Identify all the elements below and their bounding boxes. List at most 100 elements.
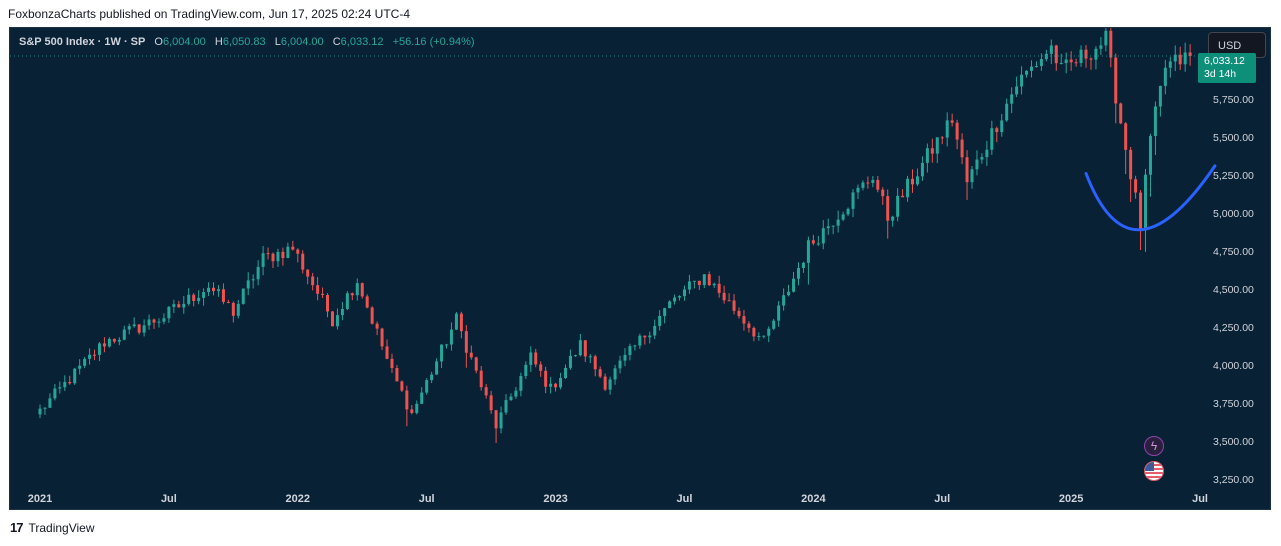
candle-body bbox=[727, 300, 731, 302]
candle-body bbox=[291, 246, 295, 250]
candle-body bbox=[1010, 94, 1014, 104]
y-tick-label: 5,250.00 bbox=[1213, 170, 1254, 182]
candle-body bbox=[866, 182, 870, 184]
candle-body bbox=[796, 268, 800, 279]
y-tick-label: 3,500.00 bbox=[1213, 436, 1254, 448]
candle-body bbox=[365, 296, 369, 308]
candle-body bbox=[1044, 53, 1048, 60]
candle-body bbox=[608, 379, 612, 390]
candle-body bbox=[653, 325, 657, 336]
candle-body bbox=[980, 157, 984, 160]
candle-body bbox=[702, 274, 706, 286]
chart-panel[interactable]: 3,250.00 3,500.00 3,750.00 4,000.00 4,250.00… bbox=[9, 27, 1271, 510]
candle-body bbox=[395, 368, 399, 382]
candle-body bbox=[1183, 52, 1187, 65]
candle-body bbox=[48, 398, 52, 408]
candle-body bbox=[430, 374, 434, 381]
candle-body bbox=[1005, 103, 1009, 121]
candle-body bbox=[251, 279, 255, 281]
candle-body bbox=[68, 382, 72, 384]
candle-body bbox=[1094, 48, 1098, 60]
candle-body bbox=[722, 292, 726, 301]
footer-brand[interactable]: TradingView bbox=[28, 520, 95, 535]
legend-low-label: L bbox=[274, 36, 281, 48]
candle-body bbox=[1173, 54, 1177, 62]
candle-body bbox=[861, 182, 865, 188]
candle-body bbox=[603, 376, 607, 390]
candle-body bbox=[529, 352, 533, 365]
candle-body bbox=[301, 253, 305, 270]
candle-body bbox=[415, 403, 419, 413]
candle-body bbox=[811, 240, 815, 244]
candle-body bbox=[648, 335, 652, 338]
candle-body bbox=[400, 381, 404, 391]
candle-body bbox=[841, 214, 845, 220]
candle-body bbox=[127, 326, 131, 330]
candle-body bbox=[995, 128, 999, 133]
legend-open-label: O bbox=[154, 36, 163, 48]
candle-body bbox=[1153, 106, 1157, 137]
candle-body bbox=[578, 340, 582, 356]
candle-body bbox=[1134, 179, 1138, 193]
candle-body bbox=[340, 308, 344, 316]
candle-body bbox=[821, 228, 825, 244]
tradingview-logo-icon[interactable]: 17 bbox=[10, 520, 24, 535]
x-tick-label: Jul bbox=[934, 493, 950, 505]
candle-body bbox=[107, 338, 111, 347]
candle-body bbox=[816, 243, 820, 245]
candle-body bbox=[469, 352, 473, 358]
candle-body bbox=[83, 358, 87, 366]
candle-body bbox=[1084, 49, 1088, 59]
candle-body bbox=[43, 407, 47, 409]
candlestick-chart[interactable]: 3,250.00 3,500.00 3,750.00 4,000.00 4,250.00… bbox=[10, 28, 1272, 511]
candle-body bbox=[881, 189, 885, 197]
legend-symbol[interactable]: S&P 500 Index · 1W · SP bbox=[19, 36, 146, 48]
candle-body bbox=[449, 329, 453, 345]
legend-close-label: C bbox=[332, 36, 341, 48]
candle-body bbox=[350, 293, 354, 296]
candle-body bbox=[712, 283, 716, 286]
last-price-value: 6,033.12 bbox=[1204, 55, 1245, 67]
candle-body bbox=[628, 346, 632, 355]
candle-body bbox=[945, 120, 949, 138]
lightning-icon[interactable]: ϟ bbox=[1144, 436, 1164, 456]
x-tick-label: Jul bbox=[419, 493, 435, 505]
candle-body bbox=[311, 276, 315, 286]
candle-body bbox=[484, 387, 488, 396]
x-tick-label: Jul bbox=[161, 493, 177, 505]
candle-body bbox=[93, 354, 97, 356]
candle-body bbox=[355, 283, 359, 296]
candle-body bbox=[1034, 66, 1038, 68]
us-flag-icon[interactable] bbox=[1144, 461, 1164, 481]
candle-body bbox=[985, 149, 989, 158]
candle-body bbox=[752, 327, 756, 337]
candle-body bbox=[563, 367, 567, 379]
x-tick-label: 2024 bbox=[801, 493, 826, 505]
legend-low-value: 6,004.00 bbox=[280, 36, 324, 48]
candle-body bbox=[673, 297, 677, 302]
candle-body bbox=[618, 360, 622, 369]
y-tick-label: 5,000.00 bbox=[1213, 208, 1254, 220]
candle-body bbox=[499, 412, 503, 429]
candle-body bbox=[117, 339, 121, 342]
candle-body bbox=[524, 364, 528, 377]
candle-body bbox=[772, 320, 776, 329]
candle-body bbox=[197, 297, 201, 301]
candle-body bbox=[1188, 52, 1192, 56]
candle-body bbox=[112, 338, 116, 342]
candle-body bbox=[692, 280, 696, 282]
candle-body bbox=[1119, 103, 1123, 124]
candle-body bbox=[920, 162, 924, 177]
candle-body bbox=[1059, 63, 1063, 65]
last-price-tag: 6,033.12 3d 14h bbox=[1198, 53, 1256, 83]
candle-body bbox=[678, 296, 682, 298]
candle-body bbox=[58, 387, 62, 389]
candle-body bbox=[97, 343, 101, 355]
candle-body bbox=[1000, 120, 1004, 133]
candle-body bbox=[901, 195, 905, 198]
candle-body bbox=[787, 291, 791, 296]
candle-body bbox=[955, 122, 959, 140]
candle-body bbox=[970, 169, 974, 183]
candle-body bbox=[281, 251, 285, 258]
candle-body bbox=[132, 324, 136, 327]
